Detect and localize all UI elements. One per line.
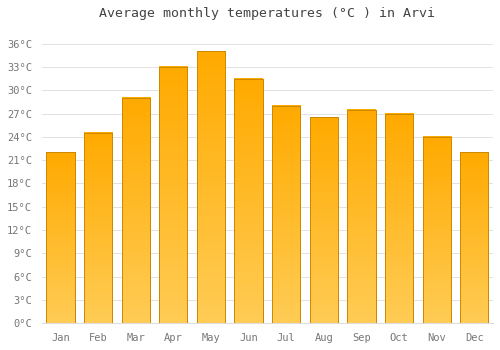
Bar: [46, 152, 74, 323]
Bar: [84, 133, 112, 323]
Bar: [460, 152, 488, 323]
Title: Average monthly temperatures (°C ) in Arvi: Average monthly temperatures (°C ) in Ar…: [100, 7, 435, 20]
Bar: [84, 133, 112, 323]
Bar: [197, 51, 225, 323]
Bar: [234, 78, 262, 323]
Bar: [348, 110, 376, 323]
Bar: [197, 51, 225, 323]
Bar: [122, 98, 150, 323]
Bar: [310, 117, 338, 323]
Bar: [310, 117, 338, 323]
Bar: [422, 137, 450, 323]
Bar: [234, 78, 262, 323]
Bar: [272, 106, 300, 323]
Bar: [159, 67, 188, 323]
Bar: [159, 67, 188, 323]
Bar: [460, 152, 488, 323]
Bar: [272, 106, 300, 323]
Bar: [46, 152, 74, 323]
Bar: [422, 137, 450, 323]
Bar: [348, 110, 376, 323]
Bar: [385, 113, 413, 323]
Bar: [122, 98, 150, 323]
Bar: [385, 113, 413, 323]
